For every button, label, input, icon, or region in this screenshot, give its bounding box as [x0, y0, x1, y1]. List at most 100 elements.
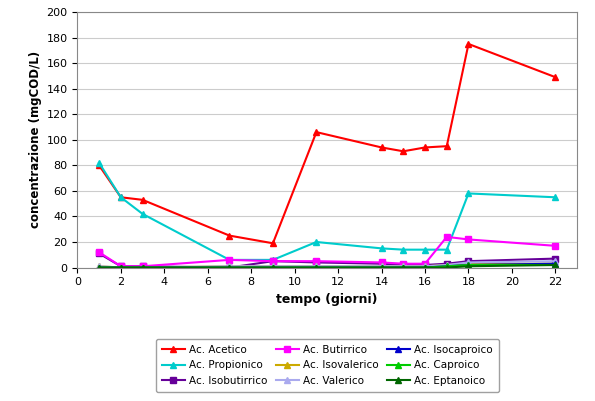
Ac. Butirrico: [378, 260, 385, 265]
Ac. Acetico: [117, 195, 124, 200]
Ac. Isocaproico: [226, 265, 233, 270]
Ac. Acetico: [421, 145, 428, 150]
Ac. Eptanoico: [117, 265, 124, 270]
Ac. Eptanoico: [378, 265, 385, 270]
Ac. Valerico: [117, 265, 124, 270]
Ac. Propionico: [313, 239, 320, 244]
Ac. Isocaproico: [421, 265, 428, 270]
Ac. Caproico: [400, 265, 407, 270]
Ac. Valerico: [465, 260, 472, 265]
Ac. Caproico: [378, 265, 385, 270]
Ac. Valerico: [139, 265, 146, 270]
Ac. Acetico: [313, 130, 320, 134]
Ac. Eptanoico: [270, 265, 277, 270]
Ac. Butirrico: [421, 261, 428, 266]
Ac. Propionico: [421, 247, 428, 252]
Ac. Isovalerico: [421, 264, 428, 269]
Ac. Butirrico: [226, 257, 233, 262]
Ac. Eptanoico: [226, 265, 233, 270]
Ac. Eptanoico: [139, 265, 146, 270]
Line: Ac. Isocaproico: Ac. Isocaproico: [96, 261, 558, 270]
Ac. Valerico: [96, 264, 103, 269]
Ac. Isobutirrico: [400, 263, 407, 267]
Ac. Butirrico: [465, 237, 472, 242]
Ac. Valerico: [313, 264, 320, 269]
Ac. Caproico: [270, 265, 277, 270]
Ac. Eptanoico: [421, 265, 428, 270]
Ac. Isobutirrico: [139, 264, 146, 269]
Ac. Isobutirrico: [96, 251, 103, 256]
Ac. Isovalerico: [443, 263, 450, 267]
Ac. Caproico: [465, 263, 472, 267]
Ac. Isocaproico: [117, 265, 124, 270]
Ac. Caproico: [421, 265, 428, 270]
Ac. Butirrico: [443, 235, 450, 239]
Ac. Propionico: [270, 257, 277, 262]
Ac. Acetico: [378, 145, 385, 150]
Ac. Isovalerico: [400, 264, 407, 269]
Ac. Valerico: [270, 264, 277, 269]
Ac. Eptanoico: [313, 265, 320, 270]
Ac. Isovalerico: [139, 265, 146, 270]
Ac. Butirrico: [552, 243, 559, 248]
Ac. Eptanoico: [96, 265, 103, 270]
Ac. Caproico: [117, 265, 124, 270]
Line: Ac. Valerico: Ac. Valerico: [96, 258, 558, 270]
Ac. Propionico: [443, 247, 450, 252]
Ac. Isobutirrico: [465, 259, 472, 263]
Ac. Isocaproico: [443, 264, 450, 269]
Ac. Isocaproico: [465, 263, 472, 267]
Ac. Caproico: [552, 263, 559, 267]
Ac. Isocaproico: [96, 265, 103, 270]
Ac. Isocaproico: [270, 265, 277, 270]
Line: Ac. Eptanoico: Ac. Eptanoico: [96, 262, 558, 270]
Ac. Acetico: [465, 42, 472, 47]
Ac. Isovalerico: [313, 264, 320, 269]
Ac. Propionico: [96, 160, 103, 165]
Ac. Isovalerico: [96, 264, 103, 269]
Ac. Isocaproico: [139, 265, 146, 270]
Ac. Caproico: [313, 265, 320, 270]
Ac. Isovalerico: [270, 264, 277, 269]
Ac. Butirrico: [117, 264, 124, 269]
Ac. Isovalerico: [226, 264, 233, 269]
Ac. Propionico: [139, 211, 146, 216]
Ac. Acetico: [443, 144, 450, 149]
Ac. Isocaproico: [400, 265, 407, 270]
Ac. Isobutirrico: [226, 265, 233, 270]
Ac. Acetico: [552, 75, 559, 79]
Ac. Isobutirrico: [270, 259, 277, 263]
Ac. Valerico: [443, 263, 450, 267]
Ac. Caproico: [96, 265, 103, 270]
Ac. Isobutirrico: [421, 263, 428, 267]
Ac. Eptanoico: [443, 265, 450, 270]
Y-axis label: concentrazione (mgCOD/L): concentrazione (mgCOD/L): [29, 51, 42, 228]
Ac. Eptanoico: [465, 264, 472, 269]
Ac. Isobutirrico: [552, 256, 559, 261]
Ac. Butirrico: [270, 259, 277, 263]
Ac. Acetico: [400, 149, 407, 154]
Ac. Valerico: [226, 264, 233, 269]
Ac. Isovalerico: [465, 261, 472, 266]
Ac. Valerico: [378, 264, 385, 269]
Ac. Isovalerico: [552, 261, 559, 266]
Ac. Valerico: [421, 264, 428, 269]
Ac. Isovalerico: [378, 264, 385, 269]
Ac. Acetico: [226, 233, 233, 238]
Ac. Isobutirrico: [378, 261, 385, 266]
Ac. Eptanoico: [552, 263, 559, 267]
Ac. Isocaproico: [378, 265, 385, 270]
Ac. Caproico: [443, 264, 450, 269]
Ac. Valerico: [400, 264, 407, 269]
Legend: Ac. Acetico, Ac. Propionico, Ac. Isobutirrico, Ac. Butirrico, Ac. Isovalerico, A: Ac. Acetico, Ac. Propionico, Ac. Isobuti…: [156, 339, 499, 392]
Ac. Caproico: [139, 265, 146, 270]
Line: Ac. Isobutirrico: Ac. Isobutirrico: [96, 251, 558, 270]
Ac. Butirrico: [313, 259, 320, 263]
Ac. Propionico: [117, 195, 124, 200]
Ac. Isobutirrico: [117, 264, 124, 269]
Ac. Propionico: [378, 246, 385, 251]
Ac. Acetico: [139, 197, 146, 202]
Ac. Propionico: [552, 195, 559, 200]
Ac. Isovalerico: [117, 265, 124, 270]
X-axis label: tempo (giorni): tempo (giorni): [277, 293, 378, 306]
